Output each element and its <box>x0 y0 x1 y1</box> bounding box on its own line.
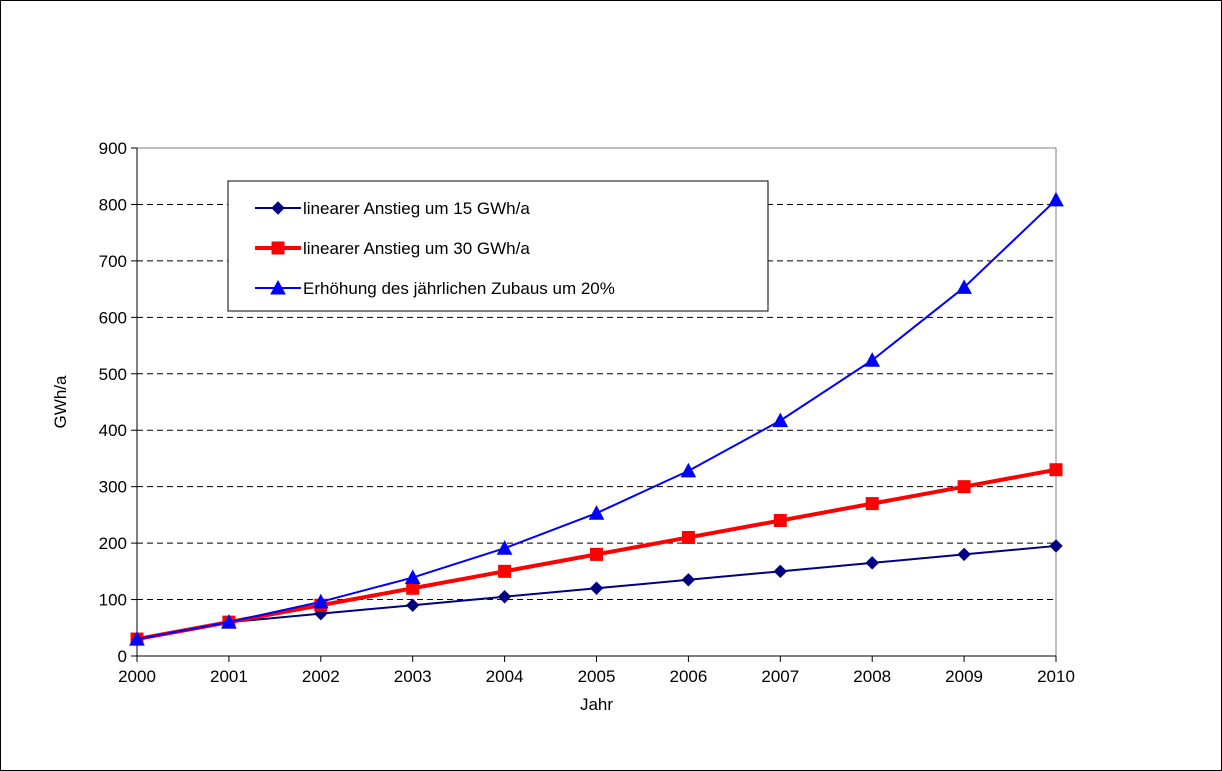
series-3 <box>129 191 1064 646</box>
legend-item: Erhöhung des jährlichen Zubaus um 20% <box>255 279 615 298</box>
data-point <box>589 581 604 595</box>
data-point <box>865 497 879 511</box>
y-tick-label: 100 <box>99 591 127 610</box>
legend-label: linearer Anstieg um 15 GWh/a <box>303 199 530 218</box>
y-tick-label: 200 <box>99 534 127 553</box>
y-tick-label: 400 <box>99 421 127 440</box>
data-point <box>497 590 512 604</box>
y-axis-title: GWh/a <box>51 375 70 428</box>
data-point <box>590 547 603 561</box>
legend-item: linearer Anstieg um 30 GWh/a <box>255 239 530 258</box>
x-tick-label: 2008 <box>853 667 891 686</box>
x-tick-label: 2002 <box>302 667 340 686</box>
y-tick-label: 800 <box>99 195 127 214</box>
data-point <box>404 569 421 585</box>
data-point <box>773 564 788 579</box>
y-tick-label: 600 <box>99 308 127 327</box>
data-point <box>312 593 329 609</box>
x-tick-label: 2009 <box>945 667 983 686</box>
data-point <box>681 573 696 587</box>
x-tick-label: 2010 <box>1037 667 1075 686</box>
data-point <box>865 556 879 570</box>
data-point <box>864 352 881 367</box>
x-tick-label: 2005 <box>578 667 616 686</box>
data-point <box>498 564 512 578</box>
data-point <box>681 530 695 544</box>
x-tick-label: 2001 <box>210 667 248 686</box>
legend-marker <box>271 201 285 215</box>
data-point <box>1048 191 1064 207</box>
x-tick-label: 2003 <box>394 667 432 686</box>
y-tick-label: 0 <box>118 647 127 666</box>
data-point <box>588 505 605 520</box>
legend-marker <box>271 241 285 255</box>
legend-box <box>227 180 769 312</box>
legend-item: linearer Anstieg um 15 GWh/a <box>255 199 530 218</box>
data-point <box>680 462 697 478</box>
y-tick-label: 500 <box>99 365 127 384</box>
x-tick-label: 2000 <box>118 667 156 686</box>
y-tick-label: 300 <box>99 478 127 497</box>
legend: linearer Anstieg um 15 GWh/a linearer Ans… <box>227 180 769 312</box>
data-point <box>957 547 971 562</box>
data-point <box>406 581 420 595</box>
data-point <box>1049 539 1063 553</box>
legend-label: Erhöhung des jährlichen Zubaus um 20% <box>303 279 615 298</box>
data-point <box>221 614 237 629</box>
data-point <box>957 480 971 494</box>
data-point <box>773 514 787 528</box>
data-point <box>405 598 420 612</box>
x-tick-label: 2006 <box>669 667 707 686</box>
y-tick-label: 700 <box>99 252 127 271</box>
x-axis-title: Jahr <box>580 695 613 714</box>
x-tick-label: 2004 <box>486 667 524 686</box>
data-point <box>956 279 972 294</box>
data-point <box>1049 463 1063 477</box>
legend-marker <box>270 279 286 295</box>
y-tick-label: 900 <box>99 139 127 158</box>
data-point <box>496 540 513 555</box>
data-point <box>129 631 145 646</box>
legend-label: linearer Anstieg um 30 GWh/a <box>303 239 530 258</box>
axes: 0 100 200 300 400 500 600 700 800 900 2000 2001 2002… <box>99 139 1075 686</box>
data-point <box>772 412 789 428</box>
x-tick-label: 2007 <box>761 667 799 686</box>
series <box>129 191 1064 646</box>
